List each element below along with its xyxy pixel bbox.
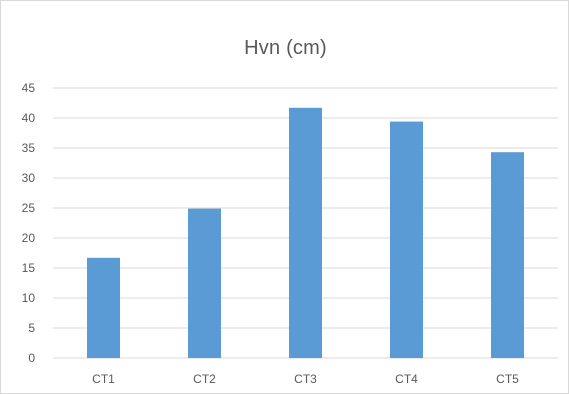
y-axis-ticks: 0 5 10 15 20 25 30 35 40 45 xyxy=(22,81,36,365)
bar-ct5 xyxy=(491,152,524,358)
bar-ct1 xyxy=(87,257,120,358)
y-tick-label: 10 xyxy=(22,291,36,305)
x-tick-label: CT4 xyxy=(395,372,418,386)
bars xyxy=(87,107,524,358)
x-axis-ticks: CT1 CT2 CT3 CT4 CT5 xyxy=(92,372,519,386)
x-tick-label: CT3 xyxy=(294,372,317,386)
chart-title: Hvn (cm) xyxy=(244,37,327,59)
y-tick-label: 15 xyxy=(22,261,36,275)
y-tick-label: 5 xyxy=(28,321,35,335)
x-tick-label: CT2 xyxy=(193,372,216,386)
x-tick-label: CT5 xyxy=(496,372,519,386)
y-tick-label: 30 xyxy=(22,171,36,185)
x-tick-label: CT1 xyxy=(92,372,115,386)
y-tick-label: 20 xyxy=(22,231,36,245)
y-tick-label: 0 xyxy=(28,351,35,365)
y-tick-label: 35 xyxy=(22,141,36,155)
bar-ct3 xyxy=(289,107,322,358)
y-tick-label: 45 xyxy=(22,81,36,95)
bar-ct2 xyxy=(188,208,221,358)
y-tick-label: 25 xyxy=(22,201,36,215)
y-tick-label: 40 xyxy=(22,111,36,125)
bar-ct4 xyxy=(390,121,423,358)
